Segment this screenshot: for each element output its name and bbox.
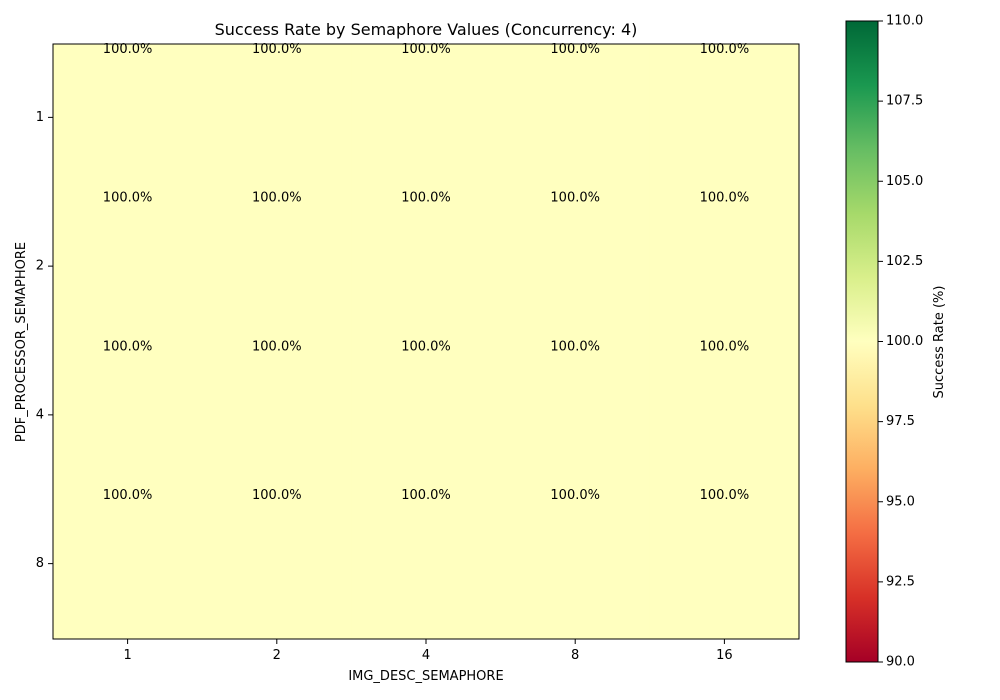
chart-title: Success Rate by Semaphore Values (Concur…: [215, 20, 638, 39]
heatmap-cell: [202, 341, 352, 491]
y-tick-label: 2: [36, 259, 44, 274]
colorbar-ticks: 90.0 92.5 95.0 97.5 100.0 102.5 105.0 107.5 110.…: [878, 14, 923, 670]
colorbar-tick-label: 95.0: [886, 494, 915, 509]
colorbar-tick-label: 90.0: [886, 655, 915, 670]
heatmap-cells: [53, 44, 800, 640]
cell-value-label: 100.0%: [550, 191, 600, 206]
x-tick-label: 4: [422, 648, 430, 663]
colorbar-tick-label: 110.0: [886, 14, 923, 29]
colorbar-tick-label: 97.5: [886, 414, 915, 429]
cell-value-label: 100.0%: [550, 42, 600, 57]
cell-value-label: 100.0%: [103, 339, 153, 354]
cell-value-label: 100.0%: [103, 42, 153, 57]
heatmap-cell: [500, 341, 651, 491]
cell-value-label: 100.0%: [401, 42, 451, 57]
heatmap-cell: [351, 490, 502, 640]
y-tick-label: 4: [36, 407, 44, 422]
cell-value-label: 100.0%: [103, 191, 153, 206]
cell-labels: 100.0% 100.0% 100.0% 100.0% 100.0% 100.0% 100.…: [103, 42, 749, 503]
x-tick-label: 2: [273, 648, 281, 663]
cell-value-label: 100.0%: [252, 488, 302, 503]
x-axis-label: IMG_DESC_SEMAPHORE: [348, 669, 503, 684]
colorbar: [845, 20, 879, 663]
y-tick-label: 8: [36, 556, 44, 571]
colorbar-label: Success Rate (%): [932, 286, 947, 399]
colorbar-tick-label: 105.0: [886, 174, 923, 189]
heatmap-cell: [351, 44, 502, 194]
heatmap-cell: [649, 341, 800, 491]
heatmap-cell: [500, 192, 651, 342]
heatmap-cell: [53, 490, 203, 640]
x-axis-ticks: 1 2 4 8 16: [123, 639, 733, 663]
heatmap-cell: [53, 44, 203, 194]
y-axis-ticks: 1 2 4 8: [36, 110, 53, 571]
y-axis-label: PDF_PROCESSOR_SEMAPHORE: [14, 242, 29, 442]
cell-value-label: 100.0%: [401, 191, 451, 206]
heatmap-cell: [500, 490, 651, 640]
colorbar-tick-label: 100.0: [886, 334, 923, 349]
heatmap-cell: [649, 490, 800, 640]
heatmap-cell: [351, 341, 502, 491]
heatmap-cell: [649, 44, 800, 194]
cell-value-label: 100.0%: [103, 488, 153, 503]
cell-value-label: 100.0%: [700, 339, 750, 354]
cell-value-label: 100.0%: [252, 191, 302, 206]
cell-value-label: 100.0%: [252, 339, 302, 354]
cell-value-label: 100.0%: [700, 488, 750, 503]
cell-value-label: 100.0%: [252, 42, 302, 57]
y-tick-label: 1: [36, 110, 44, 125]
colorbar-tick-label: 102.5: [886, 254, 923, 269]
cell-value-label: 100.0%: [700, 191, 750, 206]
heatmap-cell: [53, 341, 203, 491]
cell-value-label: 100.0%: [401, 339, 451, 354]
x-tick-label: 1: [123, 648, 131, 663]
cell-value-label: 100.0%: [401, 488, 451, 503]
heatmap-cell: [351, 192, 502, 342]
heatmap-cell: [202, 44, 352, 194]
cell-value-label: 100.0%: [550, 488, 600, 503]
heatmap-cell: [649, 192, 800, 342]
cell-value-label: 100.0%: [550, 339, 600, 354]
heatmap-cell: [500, 44, 651, 194]
heatmap-cell: [202, 192, 352, 342]
heatmap-cell: [202, 490, 352, 640]
colorbar-tick-label: 107.5: [886, 94, 923, 109]
colorbar-tick-label: 92.5: [886, 574, 915, 589]
x-tick-label: 16: [716, 648, 733, 663]
x-tick-label: 8: [571, 648, 579, 663]
heatmap-cell: [53, 192, 203, 342]
cell-value-label: 100.0%: [700, 42, 750, 57]
